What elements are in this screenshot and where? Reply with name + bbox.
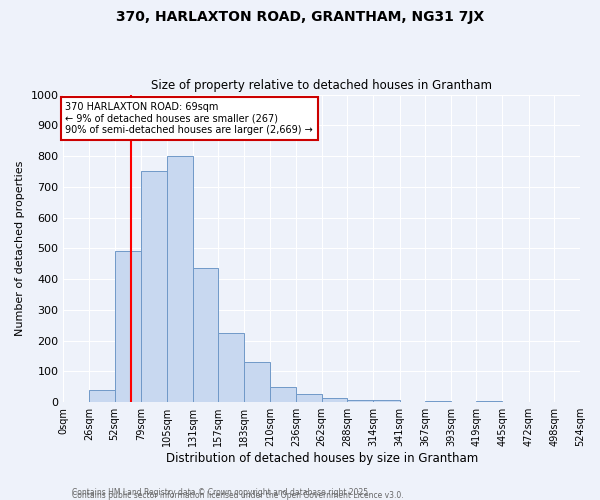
Bar <box>425 400 451 402</box>
Text: 370 HARLAXTON ROAD: 69sqm
← 9% of detached houses are smaller (267)
90% of semi-: 370 HARLAXTON ROAD: 69sqm ← 9% of detach… <box>65 102 313 136</box>
Bar <box>347 400 373 402</box>
Bar <box>167 156 193 402</box>
Bar <box>218 333 244 402</box>
Text: Contains HM Land Registry data © Crown copyright and database right 2025.: Contains HM Land Registry data © Crown c… <box>72 488 371 497</box>
Title: Size of property relative to detached houses in Grantham: Size of property relative to detached ho… <box>151 79 492 92</box>
Text: Contains public sector information licensed under the Open Government Licence v3: Contains public sector information licen… <box>72 490 404 500</box>
X-axis label: Distribution of detached houses by size in Grantham: Distribution of detached houses by size … <box>166 452 478 465</box>
Bar <box>322 398 347 402</box>
Bar <box>373 400 400 402</box>
Text: 370, HARLAXTON ROAD, GRANTHAM, NG31 7JX: 370, HARLAXTON ROAD, GRANTHAM, NG31 7JX <box>116 10 484 24</box>
Bar <box>89 390 115 402</box>
Bar <box>476 400 502 402</box>
Bar <box>193 268 218 402</box>
Bar <box>271 387 296 402</box>
Bar <box>244 362 271 402</box>
Bar <box>141 172 167 402</box>
Bar <box>115 252 141 402</box>
Y-axis label: Number of detached properties: Number of detached properties <box>15 160 25 336</box>
Bar <box>296 394 322 402</box>
